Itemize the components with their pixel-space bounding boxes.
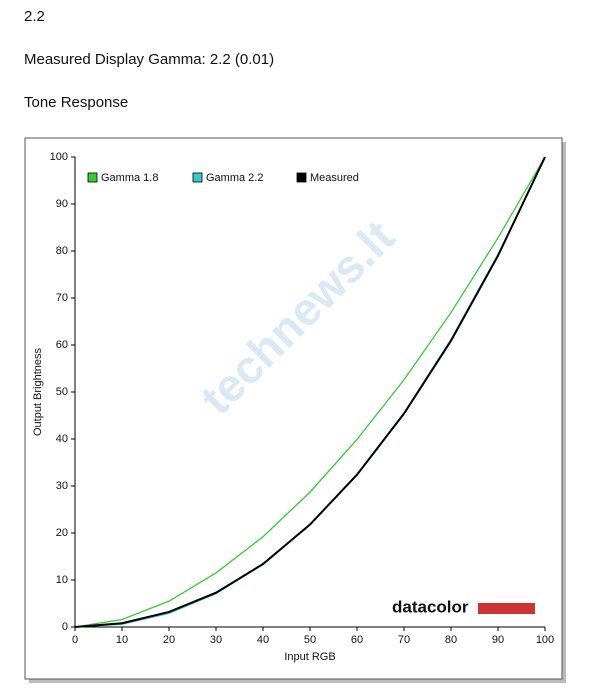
- x-tick-label: 0: [72, 634, 78, 646]
- x-axis-label: Input RGB: [284, 651, 335, 663]
- y-tick-label: 70: [56, 292, 68, 304]
- legend-swatch: [296, 172, 307, 183]
- y-tick-label: 50: [56, 386, 68, 398]
- legend-swatch: [87, 172, 98, 183]
- logo: datacolor: [392, 597, 469, 616]
- y-tick-label: 30: [56, 480, 68, 492]
- x-tick-label: 80: [445, 634, 457, 646]
- y-tick-label: 10: [56, 574, 68, 586]
- legend-label: Gamma 1.8: [101, 172, 158, 184]
- logo-bar: [478, 603, 535, 614]
- y-axis-label: Output Brightness: [32, 347, 44, 436]
- x-tick-label: 30: [210, 634, 222, 646]
- y-tick-label: 40: [56, 433, 68, 445]
- series-line: [74, 156, 546, 628]
- legend-swatch: [192, 172, 203, 183]
- y-tick-label: 100: [50, 151, 68, 163]
- y-tick-label: 90: [56, 198, 68, 210]
- legend-label: Gamma 2.2: [206, 172, 263, 184]
- x-tick-label: 60: [351, 634, 363, 646]
- x-tick-label: 40: [257, 634, 269, 646]
- section-title: Tone Response: [24, 94, 129, 111]
- x-tick-label: 20: [163, 634, 175, 646]
- x-tick-label: 90: [492, 634, 504, 646]
- x-tick-label: 70: [398, 634, 410, 646]
- y-tick-label: 0: [62, 621, 68, 633]
- frame: [24, 137, 563, 680]
- y-tick-label: 20: [56, 527, 68, 539]
- measured-gamma: Measured Display Gamma: 2.2 (0.01): [24, 51, 275, 68]
- x-tick-label: 50: [304, 634, 316, 646]
- y-tick-label: 60: [56, 339, 68, 351]
- x-tick-label: 10: [116, 634, 128, 646]
- legend-label: Measured: [310, 172, 359, 184]
- x-tick-label: 100: [536, 634, 554, 646]
- series-line: [74, 156, 546, 628]
- y-tick-label: 80: [56, 245, 68, 257]
- gamma-value: 2.2: [24, 8, 45, 25]
